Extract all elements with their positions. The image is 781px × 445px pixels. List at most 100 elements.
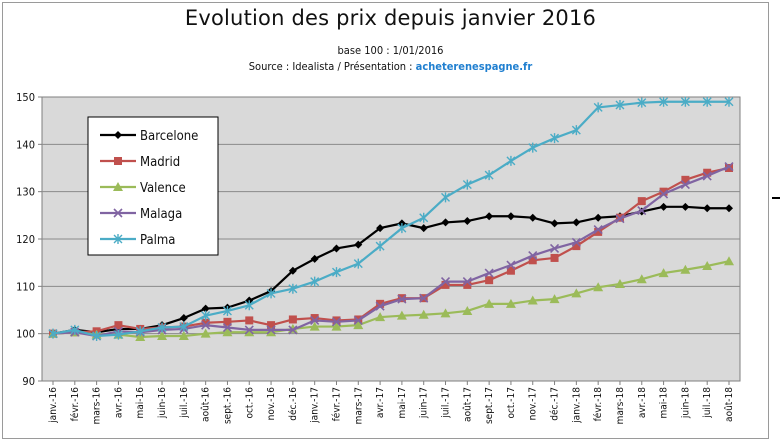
data-point-marker	[615, 100, 625, 111]
chart-subtitle: base 100 : 1/01/2016	[337, 44, 444, 57]
data-point-marker	[113, 182, 123, 191]
data-point-marker	[266, 325, 276, 335]
data-point-marker	[528, 142, 538, 153]
data-point-marker	[332, 244, 341, 253]
data-point-marker	[725, 204, 733, 213]
x-tick-label: avr.-18	[637, 387, 648, 418]
data-point-marker	[113, 329, 123, 340]
data-point-marker	[375, 241, 385, 252]
data-point-marker	[331, 267, 341, 278]
data-point-marker	[702, 171, 712, 181]
data-point-marker	[201, 320, 211, 330]
legend-label: Valence	[140, 181, 186, 196]
x-tick-label: nov.-17	[528, 387, 539, 420]
data-point-marker	[702, 260, 713, 270]
x-tick-label: févr.-17	[330, 387, 342, 421]
source-link[interactable]: acheterenespagne.fr	[415, 60, 533, 73]
data-point-marker	[288, 315, 297, 324]
x-tick-label: mars-17	[353, 387, 364, 424]
x-tick-label: déc.-16	[287, 387, 299, 421]
data-point-marker	[703, 204, 712, 213]
data-point-marker	[659, 189, 669, 199]
x-tick-label: août-18	[723, 387, 735, 422]
x-tick-label: janv.-16	[48, 387, 59, 424]
data-point-marker	[266, 327, 277, 337]
y-tick-label: 110	[16, 280, 35, 293]
legend: Barcelone Madrid Valence Malaga Palma	[87, 116, 219, 256]
data-point-marker	[245, 316, 254, 325]
x-tick-label: févr.-16	[69, 387, 81, 422]
x-tick-label: avr.-17	[375, 387, 386, 418]
x-tick-label: juin-17	[419, 387, 430, 419]
x-tick-label: août-17	[461, 387, 473, 422]
data-point-marker	[703, 168, 712, 177]
data-point-marker	[462, 179, 472, 190]
x-tick-label: juin-18	[680, 387, 691, 419]
data-point-marker	[485, 276, 494, 285]
data-point-marker	[637, 97, 647, 108]
data-point-marker	[637, 197, 646, 206]
data-point-marker	[419, 293, 429, 303]
x-tick-label: oct.-16	[244, 387, 255, 419]
data-point-marker	[441, 280, 450, 289]
x-tick-label: déc.-17	[549, 387, 561, 421]
data-point-marker	[484, 268, 494, 278]
data-point-marker	[201, 318, 210, 327]
data-point-marker	[659, 187, 668, 196]
x-tick-label: mai-18	[659, 387, 670, 419]
data-point-marker	[331, 321, 342, 331]
x-tick-label: févr.-18	[592, 387, 604, 422]
data-point-marker	[397, 223, 407, 234]
x-tick-label: mai-17	[397, 387, 408, 418]
data-point-marker	[397, 294, 407, 304]
data-point-marker	[310, 315, 320, 325]
data-point-marker	[506, 260, 516, 270]
data-point-marker	[550, 253, 559, 262]
x-tick-label: oct.-17	[506, 387, 517, 419]
data-point-marker	[659, 96, 669, 107]
data-point-marker	[440, 277, 451, 287]
data-point-marker	[593, 102, 603, 113]
data-point-marker	[528, 256, 537, 265]
data-point-marker	[615, 214, 625, 224]
source-text: Source : Idealista / Présentation :	[248, 60, 416, 73]
data-point-marker	[440, 308, 451, 318]
data-point-marker	[419, 224, 428, 233]
x-tick-label: juil.-16	[179, 387, 190, 419]
data-point-marker	[594, 213, 603, 222]
x-tick-label: nov.-16	[266, 387, 277, 421]
data-point-marker	[288, 266, 297, 275]
legend-item: Valence	[100, 181, 186, 196]
data-point-marker	[593, 282, 604, 292]
x-tick-label: mai-16	[135, 387, 146, 419]
data-point-marker	[506, 266, 515, 275]
data-point-marker	[681, 175, 690, 184]
data-point-marker	[310, 314, 319, 323]
data-point-marker	[484, 298, 495, 308]
chart-title: Evolution des prix depuis janvier 2016	[184, 6, 597, 30]
data-point-marker	[244, 327, 255, 337]
y-axis: 90 100 110 120 130 140 150	[16, 91, 42, 388]
legend-label: Madrid	[140, 155, 180, 170]
data-point-marker	[179, 321, 189, 332]
x-tick-label: janv.-18	[571, 387, 582, 424]
data-point-marker	[725, 164, 733, 172]
x-tick-label: mars-16	[92, 387, 103, 425]
data-point-marker	[702, 96, 712, 107]
x-tick-label: janv.-17	[310, 387, 321, 424]
data-point-marker	[113, 234, 123, 244]
data-point-marker	[375, 301, 385, 311]
data-point-marker	[244, 300, 254, 311]
y-tick-label: 140	[16, 138, 35, 151]
y-tick-label: 130	[16, 186, 35, 199]
data-point-marker	[376, 299, 385, 308]
data-point-marker	[114, 131, 122, 139]
data-point-marker	[593, 224, 603, 235]
data-point-marker	[614, 278, 625, 288]
data-point-marker	[179, 314, 188, 323]
legend-label: Malaga	[140, 207, 182, 222]
y-tick-label: 150	[16, 91, 35, 104]
data-point-marker	[724, 256, 734, 266]
legend-item: Barcelone	[100, 129, 198, 144]
